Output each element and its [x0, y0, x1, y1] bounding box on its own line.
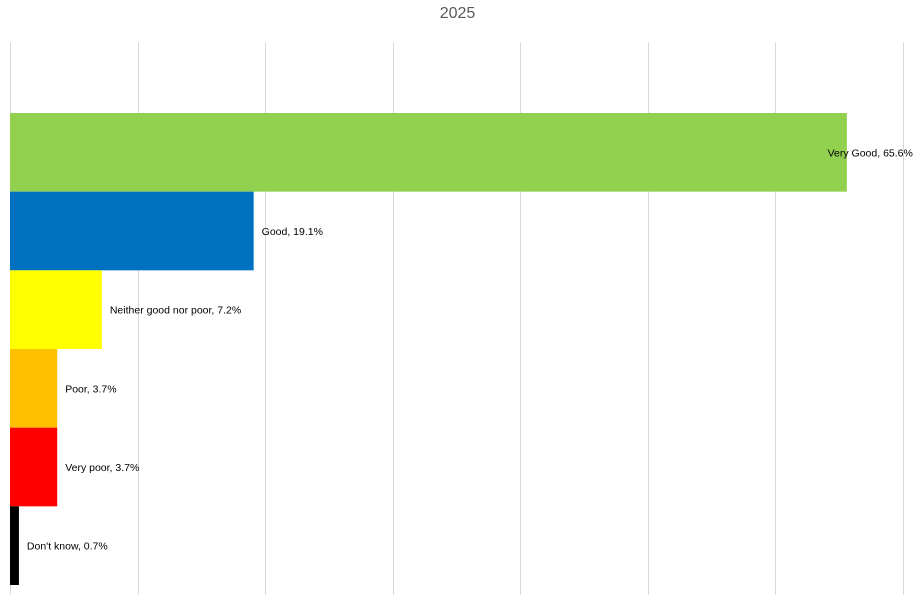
bars	[10, 113, 847, 585]
bar-poor	[10, 349, 58, 428]
chart-title: 2025	[439, 5, 476, 22]
bar-very-good	[10, 113, 847, 192]
data-label: Good, 19.1%	[262, 226, 323, 238]
data-labels: Very Good, 65.6% Good, 19.1% Neither good …	[27, 147, 913, 552]
bar-neither-good-nor-poor	[10, 270, 102, 349]
data-label: Neither good nor poor, 7.2%	[110, 305, 241, 317]
bar-very-poor	[10, 427, 58, 507]
bar-good	[10, 191, 254, 271]
bar-don-t-know	[10, 506, 19, 585]
data-label: Poor, 3.7%	[65, 383, 116, 395]
data-label: Don't know, 0.7%	[27, 541, 108, 553]
data-label: Very Good, 65.6%	[828, 147, 913, 159]
data-label: Very poor, 3.7%	[65, 462, 139, 474]
